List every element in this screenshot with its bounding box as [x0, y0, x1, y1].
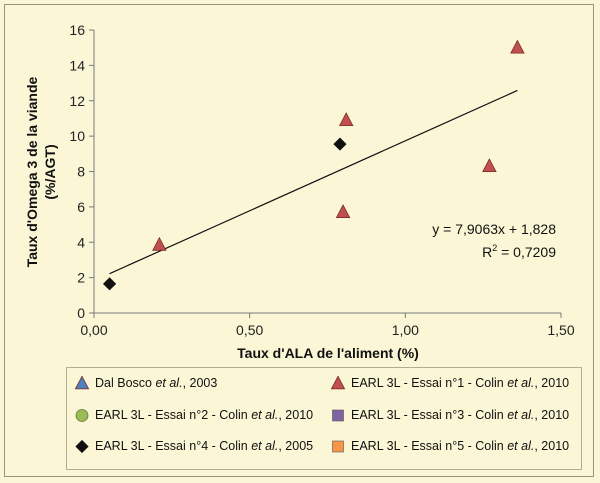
data-points [102, 39, 525, 291]
legend-marker [332, 440, 344, 453]
legend-marker [332, 409, 344, 422]
legend-item: EARL 3L - Essai n°2 - Colin et al., 2010 [75, 408, 313, 422]
y-axis-title-line1: Taux d'Omega 3 de la viande [24, 77, 40, 268]
y-tick-label: 10 [69, 128, 85, 144]
y-tick-label: 8 [77, 164, 85, 180]
trendline [109, 89, 518, 275]
data-point [102, 277, 117, 291]
x-tick-label: 1,00 [392, 322, 419, 338]
data-point [338, 112, 354, 127]
legend-item: EARL 3L - Essai n°3 - Colin et al., 2010 [331, 408, 569, 422]
legend-item: EARL 3L - Essai n°4 - Colin et al., 2005 [75, 439, 313, 453]
legend-marker [75, 376, 89, 390]
data-point [333, 137, 347, 151]
x-axis-title: Taux d'ALA de l'aliment (%) [237, 345, 419, 361]
legend-label: EARL 3L - Essai n°5 - Colin et al., 2010 [351, 439, 570, 453]
trendline-r2: R2 = 0,7209 [482, 243, 556, 260]
y-tick-label: 6 [77, 199, 85, 215]
legend-label: EARL 3L - Essai n°1 - Colin et al., 2010 [351, 376, 570, 390]
y-tick-label: 2 [77, 270, 85, 286]
legend-marker-icon [75, 376, 89, 390]
axis-ticks: 0 2 4 6 8 10 12 14 16 0,00 0,50 1,00 1,50 [69, 22, 574, 338]
x-tick-label: 0,50 [236, 322, 263, 338]
legend-marker [75, 439, 89, 453]
legend-marker-icon [75, 409, 89, 422]
legend: Dal Bosco et al., 2003 EARL 3L - Essai n°… [66, 367, 582, 470]
y-tick-label: 4 [77, 234, 85, 250]
trendline-equation: y = 7,9063x + 1,828 [432, 221, 556, 237]
legend-item: EARL 3L - Essai n°1 - Colin et al., 2010 [331, 376, 569, 390]
legend-label: Dal Bosco et al., 2003 [95, 376, 218, 390]
legend-label: EARL 3L - Essai n°3 - Colin et al., 2010 [351, 408, 570, 422]
legend-label: EARL 3L - Essai n°4 - Colin et al., 2005 [95, 439, 314, 453]
legend-marker-icon [332, 440, 344, 453]
data-point [335, 204, 351, 218]
data-point [510, 39, 525, 54]
x-tick-label: 0,00 [80, 322, 107, 338]
y-tick-label: 0 [77, 305, 85, 321]
legend-marker [331, 376, 345, 390]
y-tick-label: 14 [69, 57, 85, 73]
y-tick-label: 12 [69, 93, 85, 109]
data-point [482, 158, 497, 172]
x-tick-label: 1,50 [547, 322, 574, 338]
trendline-group [109, 89, 518, 275]
legend-marker-icon [75, 439, 89, 453]
legend-item: EARL 3L - Essai n°5 - Colin et al., 2010 [331, 439, 569, 453]
legend-marker-icon [331, 376, 345, 390]
legend-marker [75, 409, 89, 422]
legend-item: Dal Bosco et al., 2003 [75, 376, 217, 390]
legend-label: EARL 3L - Essai n°2 - Colin et al., 2010 [95, 408, 314, 422]
y-tick-label: 16 [69, 22, 85, 38]
legend-marker-icon [332, 409, 344, 422]
data-point [152, 236, 167, 251]
y-axis-title-line2: (%/AGT) [42, 144, 58, 199]
